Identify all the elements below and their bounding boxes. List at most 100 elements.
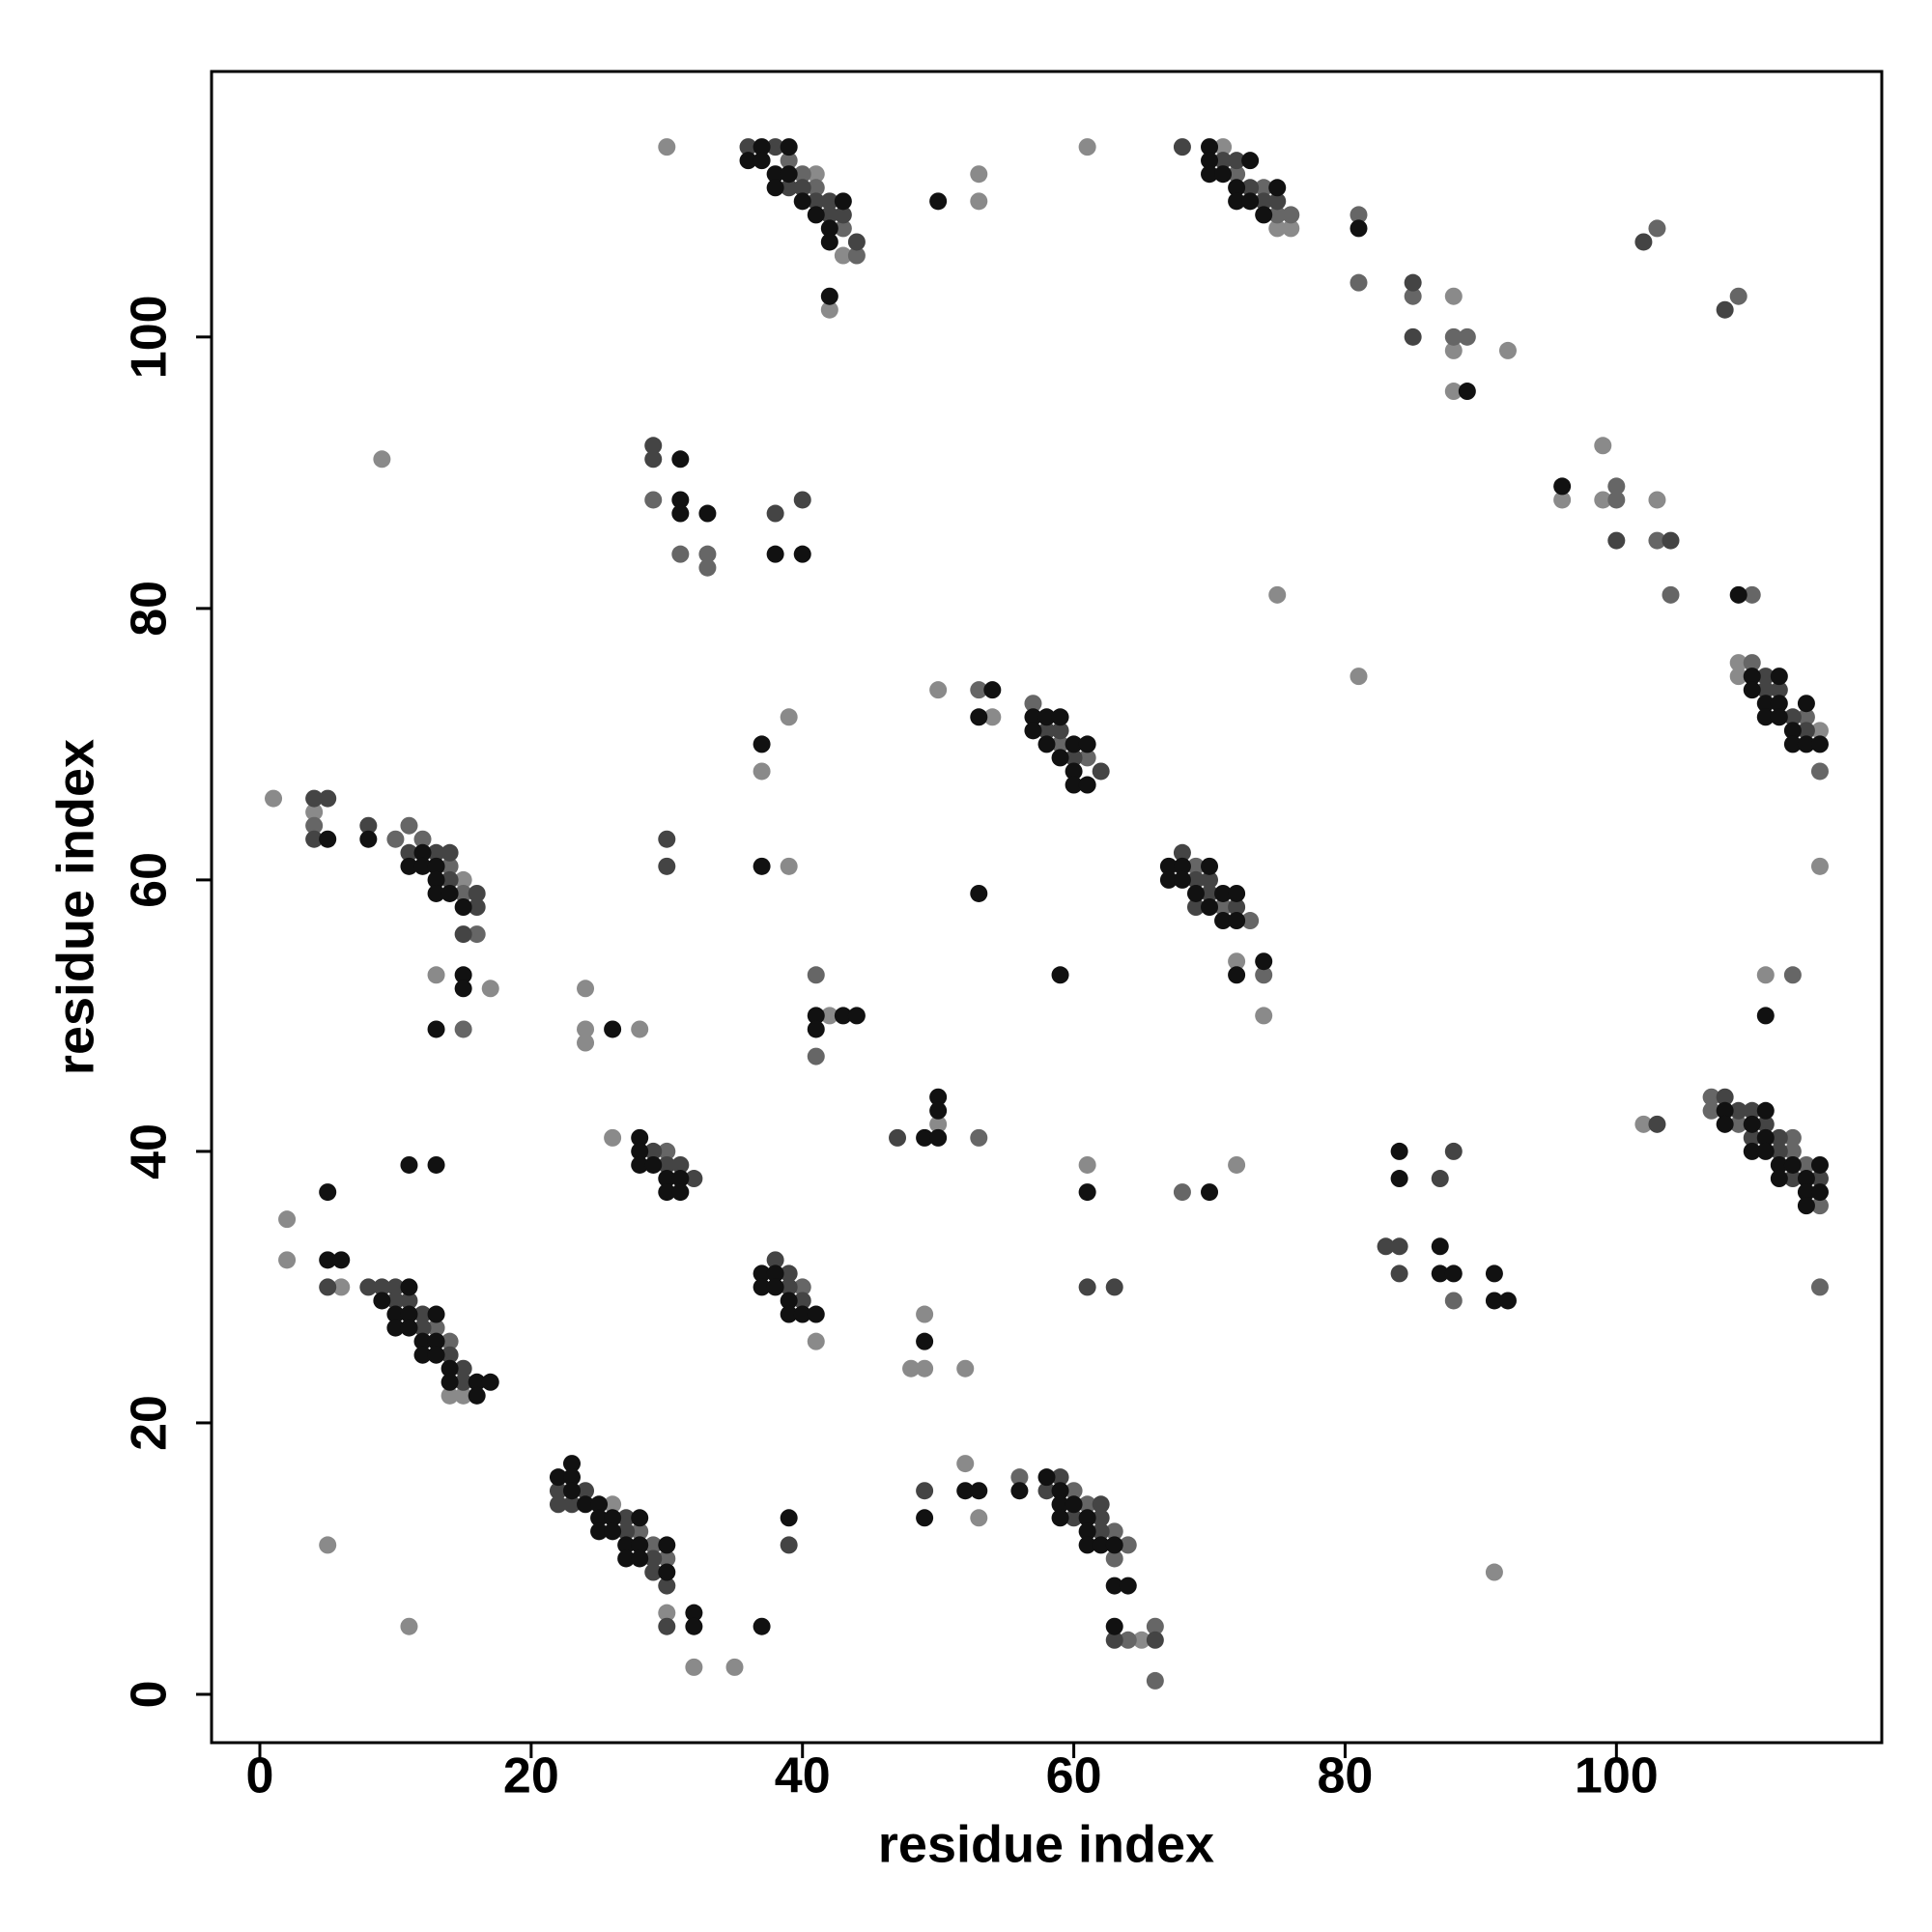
point	[427, 843, 445, 862]
point	[1105, 1577, 1123, 1595]
point	[1458, 383, 1476, 401]
point	[1065, 749, 1083, 767]
point	[916, 1332, 934, 1350]
point	[400, 857, 418, 875]
point	[820, 206, 838, 224]
point	[1078, 749, 1096, 767]
point	[671, 545, 690, 563]
point	[916, 1509, 934, 1527]
point	[454, 1359, 472, 1378]
point	[319, 1251, 337, 1269]
point	[590, 1495, 609, 1514]
point	[780, 1278, 798, 1296]
point	[1662, 531, 1680, 550]
point	[400, 843, 418, 862]
point	[1051, 722, 1069, 740]
point	[319, 1536, 337, 1554]
point	[386, 1278, 405, 1296]
point	[1770, 1170, 1788, 1188]
point	[1743, 1101, 1761, 1120]
point	[1173, 1183, 1191, 1202]
point	[766, 165, 784, 184]
point	[793, 491, 811, 509]
point	[1797, 735, 1815, 753]
point	[454, 1373, 472, 1391]
point	[780, 1264, 798, 1283]
point	[1783, 1128, 1802, 1147]
point	[631, 1142, 649, 1160]
point	[970, 884, 988, 902]
point	[1024, 695, 1042, 713]
point	[1648, 1115, 1666, 1133]
point	[413, 857, 432, 875]
point	[1078, 1155, 1096, 1174]
point	[739, 138, 757, 156]
point	[847, 1007, 866, 1025]
point	[319, 789, 337, 808]
point	[1350, 219, 1368, 238]
point	[413, 1319, 432, 1337]
point	[1078, 776, 1096, 794]
point	[983, 681, 1002, 699]
point	[617, 1549, 636, 1568]
point	[1092, 762, 1110, 781]
point	[970, 681, 988, 699]
point	[1729, 668, 1747, 686]
point	[1498, 341, 1517, 359]
point	[970, 165, 988, 184]
point	[780, 165, 798, 184]
point	[698, 558, 717, 577]
point	[1498, 1292, 1517, 1310]
point	[753, 138, 771, 156]
point	[1756, 708, 1775, 726]
point	[1065, 1495, 1083, 1514]
point	[1228, 165, 1246, 184]
point	[1268, 179, 1287, 197]
plot-frame	[210, 70, 1884, 1745]
point	[1390, 1264, 1408, 1283]
point	[359, 830, 378, 848]
point	[427, 884, 445, 902]
point	[685, 1170, 703, 1188]
point	[1783, 722, 1802, 740]
point	[766, 1264, 784, 1283]
point	[1607, 477, 1626, 496]
point	[671, 1170, 690, 1188]
y-tick-label: 100	[122, 295, 178, 379]
point	[577, 1034, 595, 1052]
point	[1228, 912, 1246, 930]
point	[319, 1183, 337, 1202]
point	[562, 1455, 581, 1473]
point	[549, 1495, 567, 1514]
point	[1716, 1088, 1734, 1106]
point	[1241, 179, 1260, 197]
point	[1186, 884, 1205, 902]
point	[658, 1563, 676, 1581]
point	[1350, 273, 1368, 292]
point	[658, 1617, 676, 1635]
point	[562, 1468, 581, 1487]
point	[1756, 966, 1775, 984]
point	[604, 1495, 622, 1514]
point	[631, 1549, 649, 1568]
point	[1268, 192, 1287, 211]
point	[847, 246, 866, 265]
point	[1119, 1631, 1137, 1649]
point	[1173, 843, 1191, 862]
point	[617, 1536, 636, 1554]
point	[793, 1292, 811, 1310]
point	[590, 1522, 609, 1541]
point	[604, 1522, 622, 1541]
point	[1105, 1522, 1123, 1541]
point	[1051, 735, 1069, 753]
point	[1444, 383, 1463, 401]
point	[373, 450, 391, 469]
y-axis-title: residue index	[46, 739, 104, 1075]
point	[1146, 1617, 1164, 1635]
point	[1756, 1128, 1775, 1147]
point	[658, 1170, 676, 1188]
point	[440, 1332, 459, 1350]
point	[577, 1495, 595, 1514]
y-tick-label: 80	[122, 581, 178, 637]
point	[1159, 857, 1178, 875]
